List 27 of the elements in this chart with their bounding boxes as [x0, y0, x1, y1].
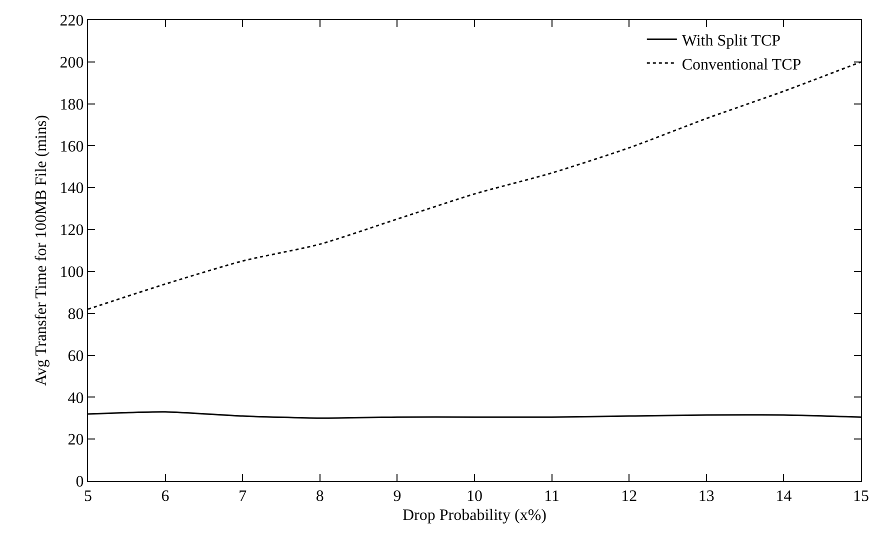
y-tick-label: 20 — [68, 432, 84, 449]
x-tick-label: 6 — [161, 488, 170, 506]
y-tick-label: 180 — [60, 96, 84, 114]
y-axis-title: Avg Transfer Time for 100MB File (mins) — [33, 115, 50, 386]
y-tick-label: 140 — [60, 180, 84, 198]
y-tick-label: 40 — [68, 390, 84, 407]
x-tick-label: 9 — [393, 488, 402, 506]
y-tick-label: 120 — [60, 222, 84, 240]
y-tick-label: 100 — [60, 264, 84, 282]
x-axis-title: Drop Probability (x%) — [402, 506, 546, 524]
y-tick-label: 0 — [76, 474, 84, 491]
x-tick-label: 15 — [853, 488, 869, 506]
y-tick-label: 220 — [60, 12, 84, 30]
y-tick-label: 200 — [60, 54, 84, 72]
x-tick-label: 5 — [84, 488, 92, 506]
y-tick-label: 60 — [68, 348, 84, 365]
x-tick-label: 12 — [621, 488, 638, 506]
legend-label: Conventional TCP — [682, 56, 802, 74]
x-tick-label: 11 — [544, 488, 560, 506]
x-tick-label: 13 — [698, 488, 714, 506]
legend-label: With Split TCP — [682, 32, 781, 50]
x-tick-label: 7 — [238, 488, 247, 506]
y-tick-label: 160 — [60, 138, 84, 156]
x-tick-label: 10 — [466, 488, 482, 506]
x-tick-label: 14 — [776, 488, 792, 506]
x-tick-label: 8 — [316, 488, 324, 506]
y-tick-label: 80 — [68, 306, 84, 323]
